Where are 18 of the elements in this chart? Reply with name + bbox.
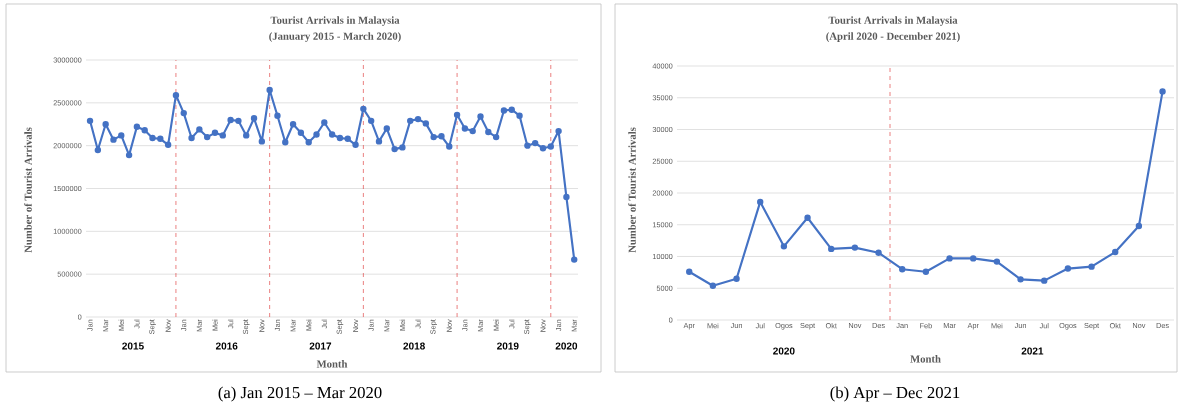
text: 2016 [215,342,238,350]
x-axis-title: Month [910,355,941,363]
y-axis-title: Number of Tourist Arrivals [628,127,636,253]
chart-subtitle: (April 2020 - December 2021) [826,32,960,42]
chart-title: Tourist Arrivals in Malaysia [828,16,958,26]
chart-title: Tourist Arrivals in Malaysia [270,16,400,26]
x-axis-title: Month [316,360,348,368]
text: 2018 [403,342,425,350]
text: 2020 [555,342,578,350]
text: (a) Jan 2015 – Mar 2020 [218,386,382,402]
chart-subtitle: (January 2015 - March 2020) [269,32,401,42]
text: 2015 [122,342,144,350]
text: 2021 [1021,347,1044,355]
y-axis-title: Number of Tourist Arrivals [24,127,32,253]
text: 2017 [309,342,332,350]
text: 2019 [497,342,519,350]
text: (b) Apr – Dec 2021 [830,386,960,402]
text: 2020 [773,347,795,355]
